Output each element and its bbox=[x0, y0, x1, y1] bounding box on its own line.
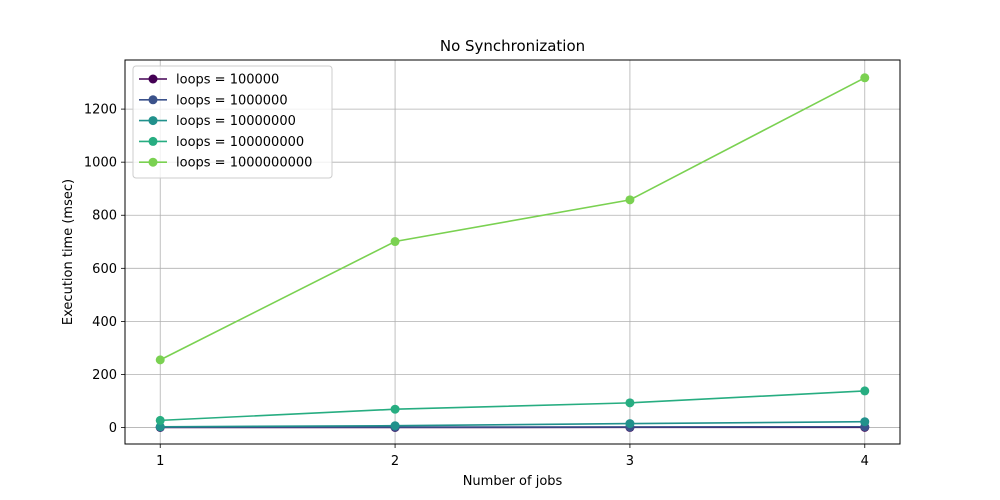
legend-label: loops = 1000000 bbox=[176, 93, 288, 108]
data-point bbox=[625, 398, 635, 408]
series-layer bbox=[155, 73, 870, 432]
data-point bbox=[625, 195, 635, 205]
legend-marker bbox=[148, 116, 158, 126]
legend-marker bbox=[148, 74, 158, 84]
legend: loops = 100000 loops = 1000000 loops = 100… bbox=[132, 65, 333, 179]
series-line bbox=[159, 77, 866, 361]
legend-label: loops = 100000 bbox=[176, 73, 279, 88]
series-5 bbox=[155, 73, 870, 365]
series-line bbox=[160, 390, 865, 422]
y-tick-label: 0 bbox=[109, 421, 117, 436]
legend-item: loops = 1000000000 bbox=[139, 156, 312, 171]
y-tick-label: 200 bbox=[92, 368, 117, 383]
legend-marker bbox=[148, 136, 158, 146]
y-tick-label: 600 bbox=[92, 262, 117, 277]
series-4 bbox=[155, 386, 870, 425]
data-point bbox=[860, 386, 870, 396]
data-point bbox=[155, 422, 165, 432]
y-axis-label: Execution time (msec) bbox=[61, 179, 76, 325]
data-point bbox=[155, 415, 165, 425]
series-3 bbox=[155, 417, 870, 432]
x-axis-ticks: 1 2 3 4 bbox=[156, 444, 869, 469]
legend-item: loops = 1000000 bbox=[139, 93, 288, 108]
plot-frame bbox=[124, 59, 901, 445]
data-point bbox=[390, 404, 400, 414]
legend-item: loops = 100000 bbox=[139, 73, 279, 88]
y-tick-label: 800 bbox=[92, 209, 117, 224]
legend-box bbox=[132, 65, 333, 179]
data-point bbox=[625, 419, 635, 429]
data-point bbox=[390, 237, 400, 247]
y-axis-ticks: 0 200 400 600 800 1000 1200 bbox=[84, 103, 125, 436]
legend-label: loops = 1000000000 bbox=[176, 156, 312, 171]
legend-label: loops = 10000000 bbox=[176, 114, 296, 129]
legend-item: loops = 100000000 bbox=[139, 135, 304, 150]
grid bbox=[125, 60, 900, 444]
series-line bbox=[160, 420, 865, 428]
legend-label: loops = 100000000 bbox=[176, 135, 304, 150]
x-axis-label: Number of jobs bbox=[463, 474, 563, 489]
data-point bbox=[390, 421, 400, 431]
chart-title: No Synchronization bbox=[440, 37, 585, 55]
data-point bbox=[860, 417, 870, 427]
data-point bbox=[155, 355, 165, 365]
legend-item: loops = 10000000 bbox=[139, 114, 296, 129]
x-tick-label: 2 bbox=[391, 454, 399, 469]
legend-marker bbox=[148, 95, 158, 105]
data-point bbox=[860, 73, 870, 83]
y-tick-label: 1200 bbox=[84, 103, 117, 118]
x-tick-label: 1 bbox=[156, 454, 164, 469]
x-tick-label: 4 bbox=[861, 454, 869, 469]
y-tick-label: 400 bbox=[92, 315, 117, 330]
x-tick-label: 3 bbox=[626, 454, 634, 469]
y-tick-label: 1000 bbox=[84, 156, 117, 171]
legend-marker bbox=[148, 157, 158, 167]
